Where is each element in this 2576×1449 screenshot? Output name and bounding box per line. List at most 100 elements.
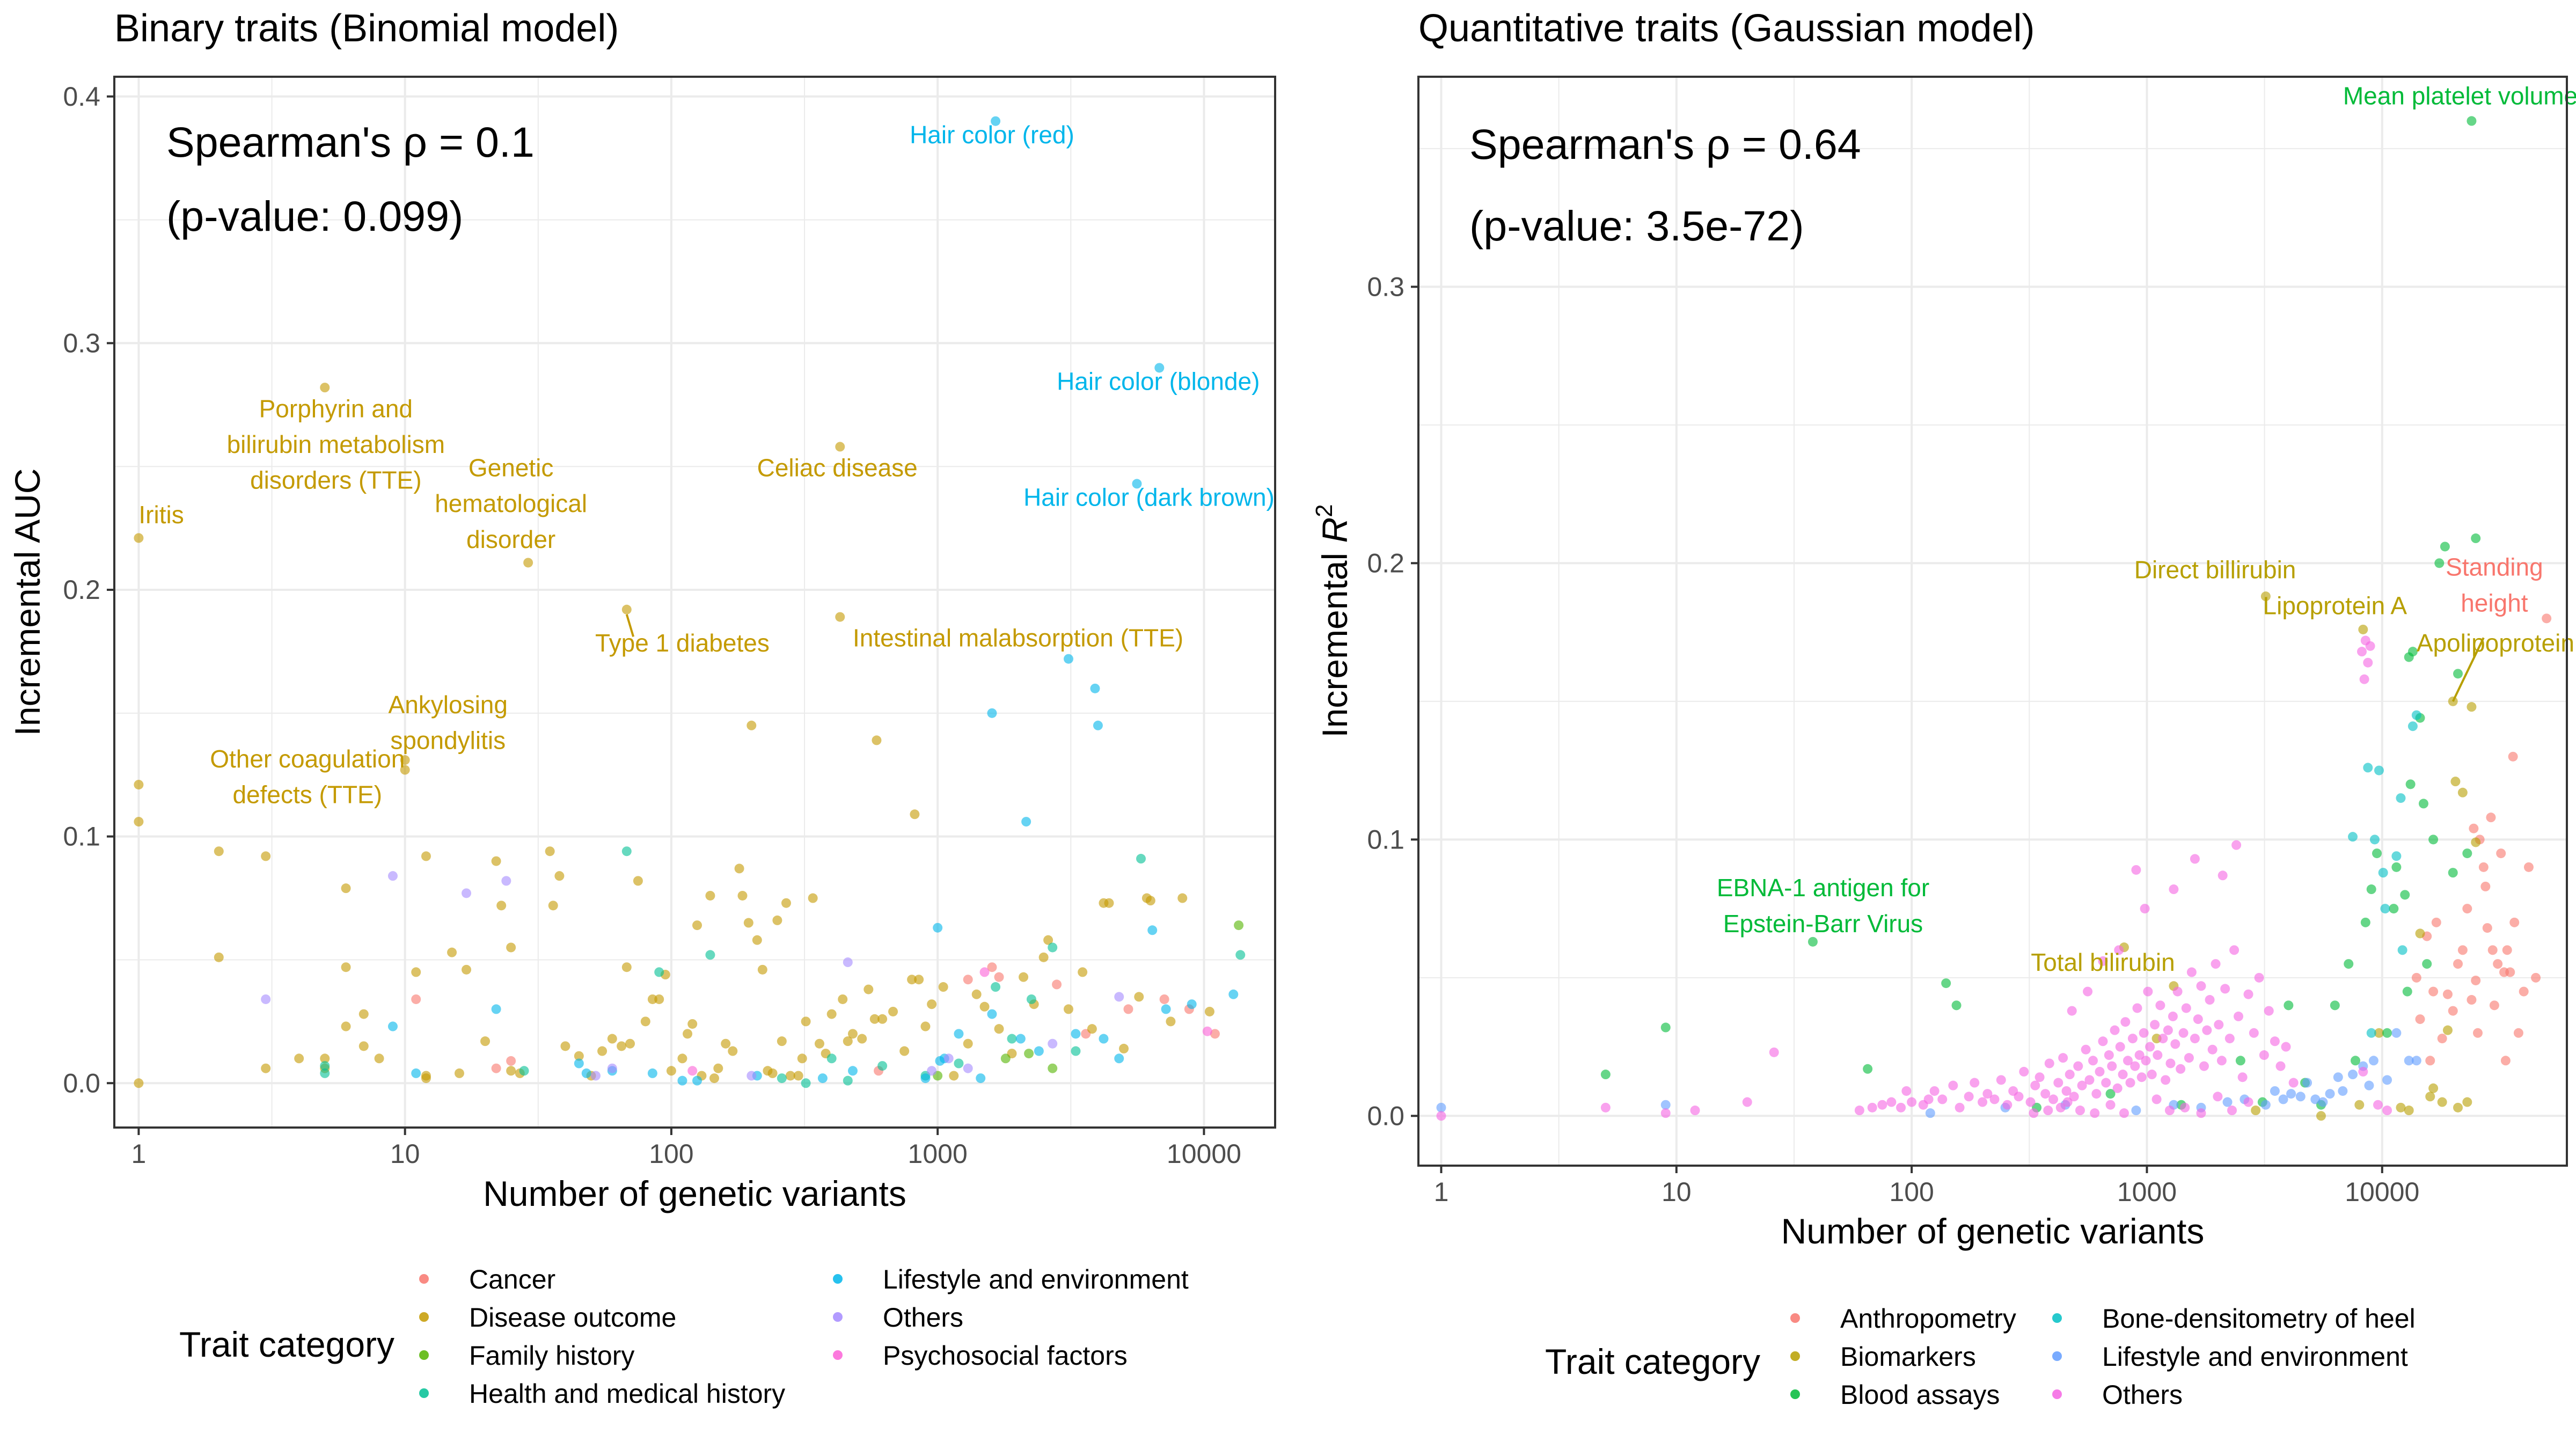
x-tick-label: 1000 (908, 1139, 968, 1169)
data-point (847, 1029, 858, 1039)
data-point (2288, 1078, 2299, 1088)
data-point (814, 1038, 824, 1049)
data-point (877, 1061, 888, 1071)
legend-label: Bone-densitometry of heel (2102, 1304, 2416, 1334)
data-point (2404, 1106, 2414, 1116)
data-point (2457, 945, 2468, 955)
data-point (1145, 896, 1155, 906)
data-point (2029, 1108, 2039, 1118)
data-point (1896, 1102, 1906, 1113)
legend: Anthropometry Biomarkers Blood assays Bone-… (1790, 1304, 2416, 1410)
data-point (728, 1046, 738, 1056)
data-point (1996, 1075, 2006, 1085)
data-point (692, 1075, 702, 1086)
legend-key (833, 1274, 843, 1284)
data-point (801, 1016, 811, 1027)
data-point (2500, 1056, 2511, 1066)
data-point (2058, 1053, 2068, 1063)
data-point (2243, 989, 2253, 999)
data-point (737, 890, 748, 901)
data-point (1660, 1108, 1671, 1118)
point-annotation: bilirubin metabolism (227, 430, 445, 458)
data-point (1154, 363, 1165, 373)
x-tick-label: 100 (1889, 1177, 1934, 1207)
data-point (2184, 1053, 2194, 1063)
data-point (1948, 1080, 1958, 1091)
data-point (1043, 935, 1053, 945)
data-point (597, 1046, 608, 1056)
data-point (2164, 1106, 2175, 1116)
data-point (2469, 823, 2479, 833)
data-point (506, 1056, 516, 1066)
data-point (2131, 1106, 2141, 1116)
data-point (1104, 898, 1114, 908)
data-point (2531, 972, 2541, 983)
data-point (2472, 1028, 2483, 1038)
data-point (2316, 1111, 2326, 1121)
data-point (2391, 862, 2402, 872)
data-point (920, 1021, 931, 1031)
data-point (1071, 1046, 1081, 1056)
data-point (560, 1041, 570, 1051)
data-point (1863, 1064, 1873, 1074)
legend-label: Biomarkers (1840, 1342, 1976, 1372)
data-point (1204, 1006, 1214, 1016)
data-point (2363, 657, 2373, 668)
data-point (491, 1063, 501, 1073)
data-point (949, 1071, 959, 1081)
data-point (2120, 1017, 2131, 1027)
data-point (877, 1014, 888, 1024)
data-point (2359, 674, 2369, 684)
data-point (954, 1029, 964, 1039)
data-point (421, 1073, 431, 1084)
data-point (2264, 1006, 2274, 1016)
point-annotation: Celiac disease (757, 454, 918, 482)
data-point (979, 967, 990, 977)
data-point (2053, 1078, 2063, 1088)
data-point (496, 901, 507, 911)
data-point (808, 893, 818, 903)
data-point (2442, 1025, 2453, 1035)
data-point (721, 1038, 731, 1049)
point-annotations: Hair color (red) Hair color (blonde) Hair … (138, 121, 1274, 808)
point-annotation: Total bilirubin (2031, 948, 2175, 976)
data-point (2211, 959, 2221, 969)
data-point (1234, 920, 1244, 931)
y-axis-title-variable: R (1315, 517, 1355, 543)
legend-key (2052, 1351, 2062, 1361)
data-point (1161, 1004, 1171, 1014)
data-point (2415, 1014, 2425, 1024)
data-point (1907, 1097, 1917, 1107)
data-point (2083, 986, 2093, 997)
data-point (1228, 989, 1239, 999)
data-point (2214, 1020, 2224, 1030)
data-point (2165, 1058, 2176, 1069)
data-point (2075, 1106, 2085, 1116)
data-point (2523, 862, 2534, 872)
data-point (1690, 1106, 1700, 1116)
data-point (677, 1075, 687, 1086)
data-point (2318, 1097, 2328, 1107)
data-point (2025, 1097, 2036, 1107)
data-point (2190, 854, 2200, 864)
data-point (2407, 721, 2418, 731)
data-point (2141, 1056, 2151, 1066)
data-point (2302, 1078, 2312, 1088)
quantitative-traits-panel: Quantitative traits (Gaussian model) Mea… (1311, 7, 2576, 1410)
data-point (2374, 765, 2384, 775)
y-tick-label: 0.1 (1367, 824, 1404, 854)
data-point (2275, 1061, 2286, 1071)
legend-key (2052, 1389, 2062, 1399)
data-point (2397, 945, 2407, 955)
legend-label: Disease outcome (469, 1302, 676, 1333)
data-point (1015, 1034, 1026, 1044)
data-point (801, 1078, 811, 1088)
x-tick-label: 10 (1662, 1177, 1692, 1207)
p-value-label: (p-value: 0.099) (166, 192, 463, 240)
data-point (2243, 1097, 2253, 1107)
point-annotation: Mean platelet volume (2343, 82, 2576, 109)
x-tick-label: 1000 (2117, 1177, 2177, 1207)
data-point (2330, 1000, 2340, 1011)
data-point (2357, 647, 2367, 657)
data-point (2224, 1034, 2235, 1044)
